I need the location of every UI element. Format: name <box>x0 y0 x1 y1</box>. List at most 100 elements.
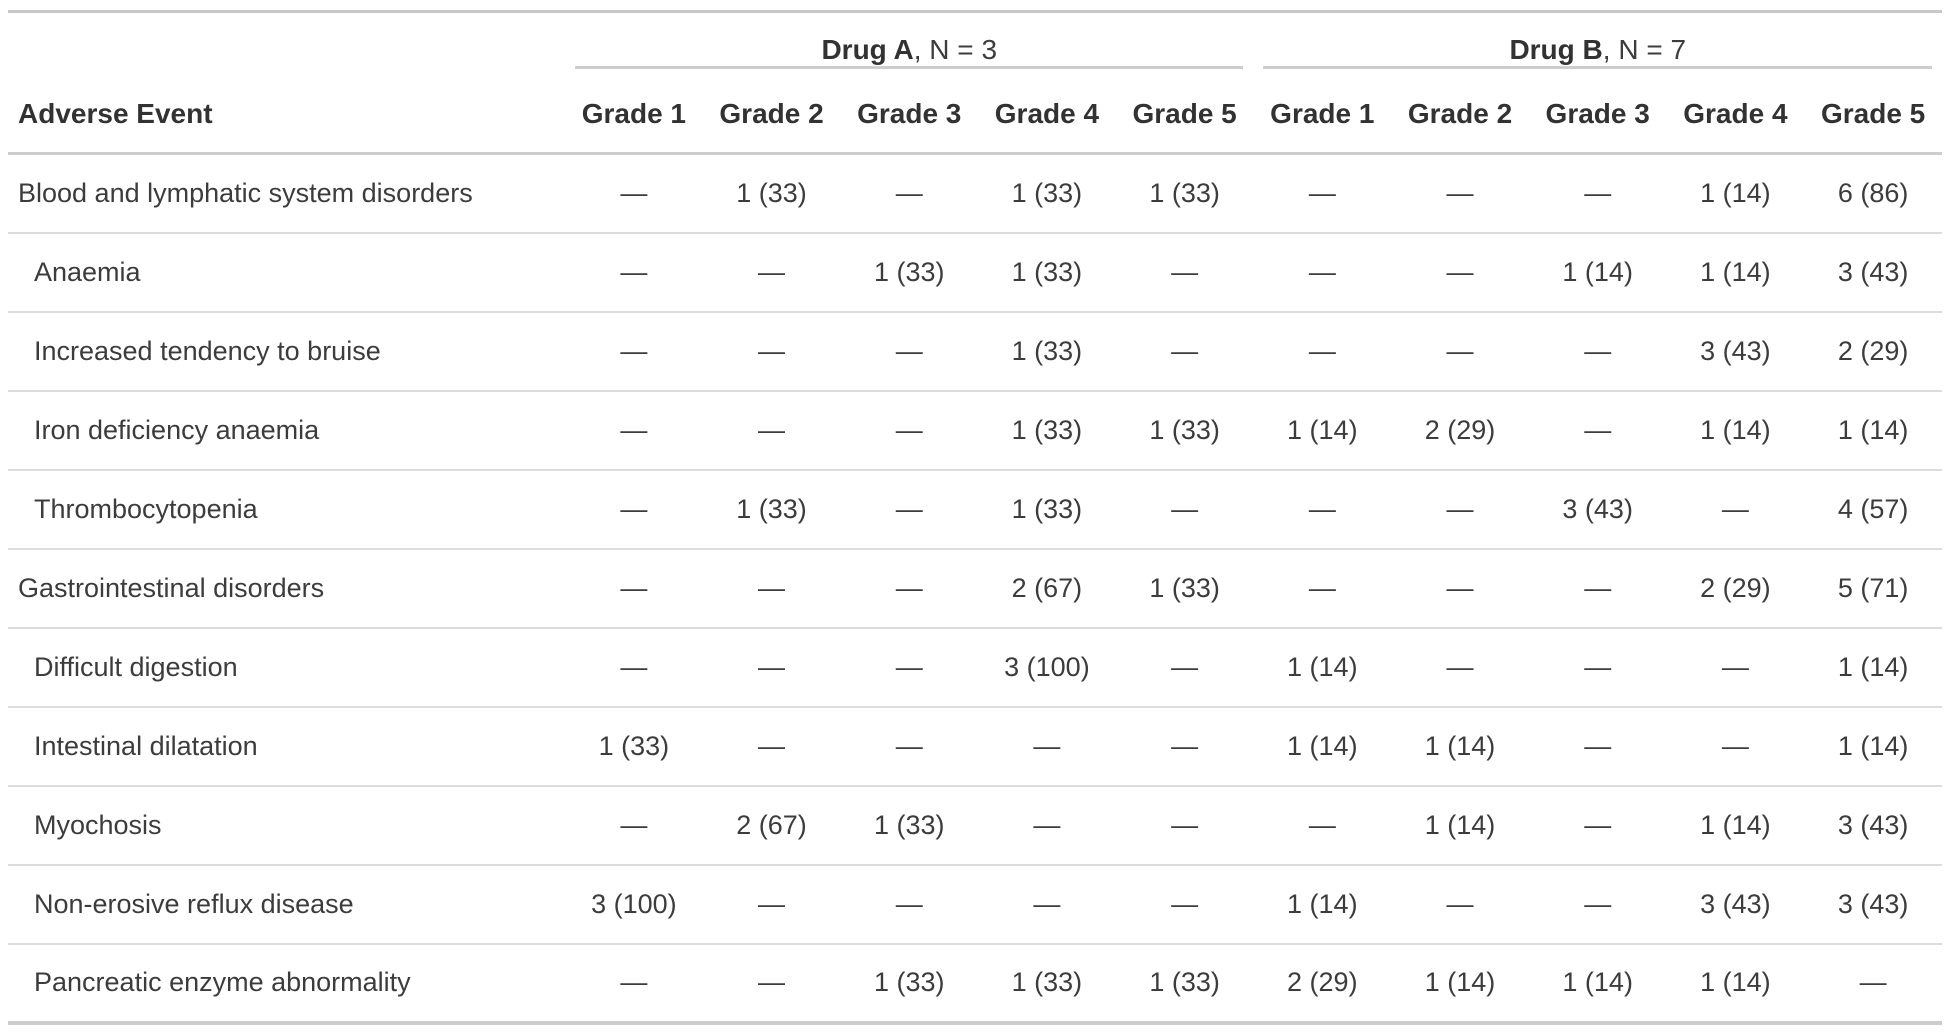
count-cell: — <box>1253 547 1392 628</box>
count-cell: — <box>1446 177 1474 208</box>
table-row: Difficult digestion — — —3 (100) —1 (14) — — —1… <box>8 626 1942 707</box>
grade-column-header: Grade 3 <box>840 79 979 155</box>
count-cell: — <box>1391 468 1529 549</box>
count-cell: — <box>702 547 841 628</box>
table-row: Gastrointestinal disorders — — —2 (67) 1 (33… <box>8 547 1942 628</box>
count-cell: 3 (100) <box>978 626 1116 707</box>
drug-b-spanner-label: Drug B, N = 7 <box>1263 24 1932 69</box>
count-cell: 1 (14) <box>1666 231 1805 312</box>
count-cell: 1 (33) <box>1011 177 1083 208</box>
count-cell: 1 (14) <box>1391 705 1529 786</box>
count-cell: 1 (14) <box>1666 784 1805 865</box>
count-cell: 1 (14) <box>1700 177 1771 208</box>
adverse-event-label: Myochosis <box>8 784 566 865</box>
count-cell: 1 (14) <box>1528 942 1667 1023</box>
count-cell: — <box>565 626 703 707</box>
count-cell: 1 (33) <box>565 705 703 786</box>
count-cell: 2 (29) <box>1666 547 1805 628</box>
grade-header-row: Grade 1 Grade 2 Grade 3 Grade 4 Grade 5 … <box>8 79 1942 155</box>
count-cell: 1 (14) <box>1391 784 1529 865</box>
count-cell: — <box>702 310 841 391</box>
drug-b-spanner: Drug B, N = 7 <box>1253 12 1942 80</box>
grade-column-header: Grade 5 <box>1804 79 1942 155</box>
count-cell: — <box>565 389 703 470</box>
count-cell: — <box>1528 626 1667 707</box>
count-cell: — <box>702 863 841 944</box>
count-cell: — <box>1253 468 1392 549</box>
count-cell: — <box>1584 177 1612 208</box>
count-cell: 2 (67) <box>978 547 1116 628</box>
count-cell: 1 (14) <box>1804 626 1942 707</box>
count-cell: — <box>702 389 841 470</box>
grade-column-header: Grade 2 <box>1391 79 1529 155</box>
count-cell: 1 (14) <box>1666 942 1805 1023</box>
count-cell: 1 (14) <box>1253 626 1392 707</box>
count-cell: — <box>1115 310 1254 391</box>
count-cell: 4 (57) <box>1804 468 1942 549</box>
count-cell: 3 (43) <box>1804 231 1942 312</box>
count-cell: 1 (33) <box>978 389 1116 470</box>
count-cell: — <box>1391 626 1529 707</box>
adverse-event-label: Non-erosive reflux disease <box>8 863 566 944</box>
count-cell: — <box>1666 626 1805 707</box>
table-row: Increased tendency to bruise — — —1 (33) — — —… <box>8 310 1942 391</box>
count-cell: — <box>1666 468 1805 549</box>
spanner-row: Adverse Event Drug A, N = 3 Drug B, N = … <box>8 11 1942 155</box>
count-cell: — <box>620 177 648 208</box>
count-cell: 1 (33) <box>1149 177 1220 208</box>
adverse-event-label: Anaemia <box>8 231 566 312</box>
drug-a-spanner-label: Drug A, N = 3 <box>575 24 1244 69</box>
count-cell: — <box>840 547 979 628</box>
count-cell: 2 (29) <box>1391 389 1529 470</box>
table-row: Anaemia — —1 (33) 1 (33) — — —1 (14) 1 (14) 3 (4… <box>8 231 1942 312</box>
count-cell: 1 (33) <box>1115 389 1254 470</box>
count-cell: 1 (14) <box>1804 389 1942 470</box>
count-cell: — <box>978 705 1116 786</box>
count-cell: — <box>1115 784 1254 865</box>
count-cell: 1 (14) <box>1253 705 1392 786</box>
table-row: Non-erosive reflux disease 3 (100) — — — —1 (… <box>8 863 1942 944</box>
count-cell: 2 (67) <box>702 784 841 865</box>
count-cell: — <box>1391 310 1529 391</box>
count-cell: 3 (43) <box>1528 468 1667 549</box>
count-cell: — <box>1253 310 1392 391</box>
count-cell: — <box>702 231 841 312</box>
grade-column-header: Grade 2 <box>702 79 841 155</box>
table-row: Thrombocytopenia —1 (33) —1 (33) — — —3 (43) —… <box>8 468 1942 549</box>
count-cell: — <box>1115 863 1254 944</box>
table-row: Myochosis —2 (67) 1 (33) — — —1 (14) —1 (14) 3 … <box>8 784 1942 865</box>
count-cell: 1 (14) <box>1804 705 1942 786</box>
adverse-event-label: Increased tendency to bruise <box>8 310 566 391</box>
count-cell: 1 (33) <box>978 468 1116 549</box>
count-cell: 1 (33) <box>840 231 979 312</box>
count-cell: — <box>565 942 703 1023</box>
count-cell: — <box>1115 626 1254 707</box>
count-cell: — <box>1253 784 1392 865</box>
count-cell: 3 (100) <box>565 863 703 944</box>
count-cell: 1 (33) <box>702 468 841 549</box>
drug-b-name: Drug B <box>1509 33 1603 65</box>
adverse-event-label: Blood and lymphatic system disorders <box>18 177 473 208</box>
count-cell: 1 (33) <box>978 942 1116 1023</box>
count-cell: — <box>1308 177 1336 208</box>
count-cell: — <box>1528 705 1667 786</box>
drug-a-spanner: Drug A, N = 3 <box>565 12 1253 80</box>
count-cell: 1 (14) <box>1528 231 1667 312</box>
adverse-events-table: Adverse Event Drug A, N = 3 Drug B, N = … <box>8 10 1942 1025</box>
table-body: Blood and lymphatic system disorders —1 (… <box>8 154 1942 1023</box>
count-cell: — <box>1666 705 1805 786</box>
grade-column-header: Grade 4 <box>978 79 1116 155</box>
count-cell: 3 (43) <box>1804 784 1942 865</box>
count-cell: — <box>1528 784 1667 865</box>
count-cell: 2 (29) <box>1804 310 1942 391</box>
count-cell: — <box>1115 705 1254 786</box>
count-cell: — <box>702 942 841 1023</box>
count-cell: — <box>978 863 1116 944</box>
table-header: Adverse Event Drug A, N = 3 Drug B, N = … <box>8 11 1942 155</box>
adverse-event-label: Thrombocytopenia <box>8 468 566 549</box>
count-cell: 3 (43) <box>1804 863 1942 944</box>
count-cell: — <box>1391 863 1529 944</box>
count-cell: — <box>565 468 703 549</box>
count-cell: — <box>702 626 841 707</box>
